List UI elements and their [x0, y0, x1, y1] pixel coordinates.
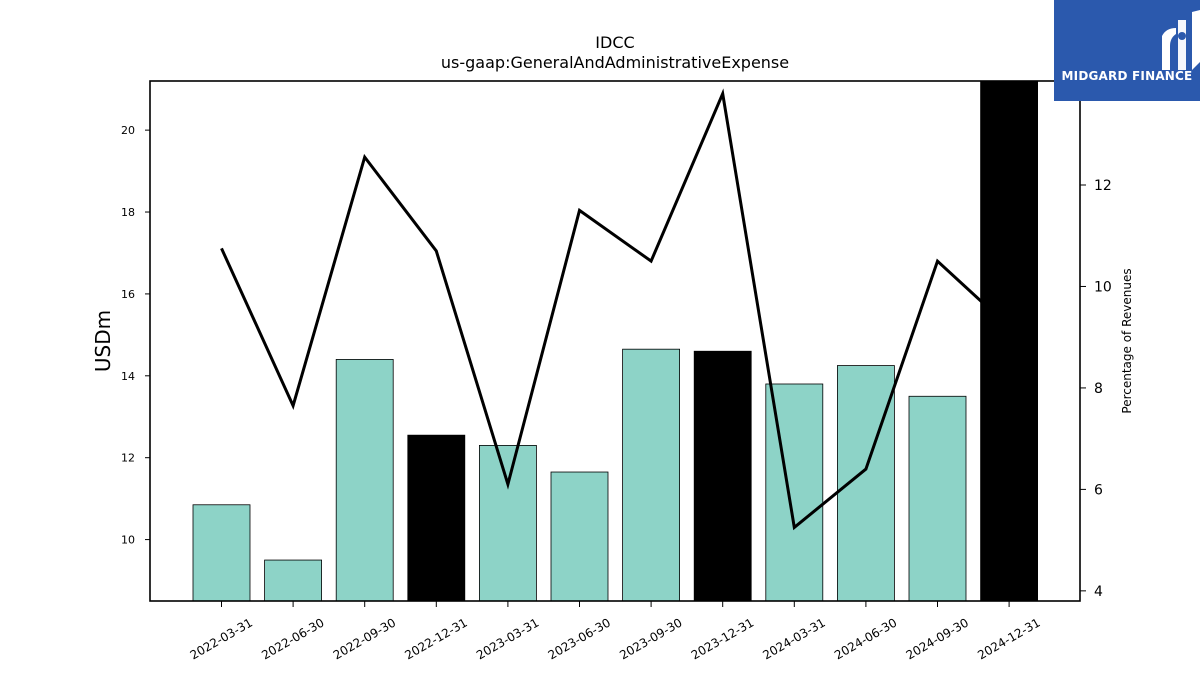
y-axis-label: USDm [91, 310, 115, 372]
y-tick-label: 14 [121, 370, 135, 383]
x-tick-label: 2022-12-31 [402, 615, 469, 662]
x-tick-label: 2024-09-30 [904, 615, 971, 662]
midgard-finance-logo: MIDGARD FINANCE [1054, 0, 1200, 101]
plot-frame [149, 80, 1081, 602]
x-tick-label: 2022-09-30 [331, 615, 398, 662]
y-tick-label: 16 [121, 288, 135, 301]
y-tick-label: 10 [121, 534, 135, 547]
bar-2024-03-31 [765, 383, 824, 602]
y2-axis-label: Percentage of Revenues [1120, 268, 1134, 413]
bar-2023-09-30 [622, 348, 680, 602]
bar-2022-03-31 [192, 504, 251, 602]
bar-series [192, 80, 1038, 602]
bar-2024-12-31 [980, 80, 1038, 602]
chart-title: IDCC [595, 33, 634, 52]
x-tick-label: 2023-09-30 [617, 615, 684, 662]
y2-tick-label: 10 [1094, 279, 1112, 295]
bar-2024-06-30 [837, 365, 895, 602]
bar-2023-03-31 [478, 445, 537, 602]
x-tick-label: 2024-06-30 [832, 615, 899, 662]
y-tick-label: 12 [121, 452, 135, 465]
chart-subtitle: us-gaap:GeneralAndAdministrativeExpense [441, 53, 789, 72]
x-tick-label: 2023-03-31 [474, 615, 541, 662]
bar-2024-09-30 [908, 395, 967, 602]
bar-2023-12-31 [693, 350, 752, 602]
y-tick-label: 20 [121, 124, 135, 137]
x-tick-label: 2022-03-31 [188, 615, 255, 662]
y2-tick-label: 4 [1094, 584, 1103, 600]
y2-tick-label: 6 [1094, 482, 1103, 498]
bar-2022-06-30 [264, 559, 323, 602]
x-tick-label: 2022-06-30 [259, 615, 326, 662]
y2-tick-label: 12 [1094, 178, 1112, 194]
x-tick-label: 2023-06-30 [546, 615, 613, 662]
bar-2023-06-30 [550, 471, 609, 602]
x-tick-label: 2023-12-31 [689, 615, 756, 662]
line-series [220, 88, 1011, 531]
y2-tick-label: 8 [1094, 381, 1103, 397]
x-tick-label: 2024-03-31 [760, 615, 827, 662]
logo-text: MIDGARD FINANCE [1061, 69, 1193, 83]
logo-mark-icon [1162, 10, 1200, 70]
y-tick-label: 18 [121, 206, 135, 219]
x-tick-label: 2024-12-31 [975, 615, 1042, 662]
line-percentage-of-revenues [220, 88, 1011, 531]
bar-2022-12-31 [407, 434, 466, 602]
bar-2022-09-30 [335, 359, 394, 602]
